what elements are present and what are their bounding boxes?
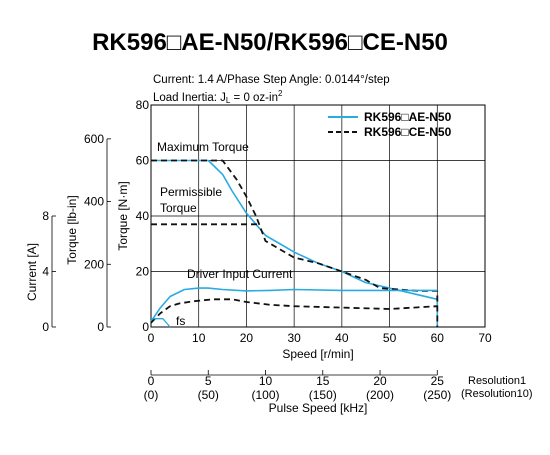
- chart-title: RK596□AE-N50/RK596□CE-N50: [92, 29, 448, 56]
- conditions-line-2-sup: 2: [278, 89, 283, 98]
- x-tick-label: 10: [192, 331, 206, 345]
- y-tick-label-nm: 0: [142, 320, 149, 334]
- y-tick-label-lbin: 0: [97, 320, 104, 334]
- plot-area: 0 10 20 30 40 50 60 70 0 20 40 60 80 0 200 400 600 0 4 8: [42, 98, 492, 345]
- pulse-speed-axis: 0(0) 5(50) 10(100) 15(150) 20(200) 25(250): [144, 370, 451, 402]
- conditions-line-2: Load Inertia: JL = 0 oz-in2: [153, 89, 283, 105]
- x-tick-label: 30: [287, 331, 301, 345]
- conditions-line-2-suffix: = 0 oz-in: [230, 92, 278, 104]
- conditions-line-2-sub: L: [226, 96, 231, 105]
- y-tick-label-current: 0: [42, 320, 49, 334]
- series-line-3: [150, 287, 438, 322]
- pulse-tick-label-res10: (200): [366, 388, 394, 402]
- y-tick-label-nm: 40: [136, 209, 150, 223]
- y-tick-label-lbin: 200: [84, 257, 104, 271]
- pulse-tick-label-res1: 20: [373, 374, 387, 388]
- pulse-tick-label-res10: (250): [423, 388, 451, 402]
- y-tick-label-lbin: 400: [84, 195, 104, 209]
- y-axis-title-nm: Torque [N·m]: [116, 181, 130, 250]
- legend-ae-label: RK596□AE-N50: [364, 110, 452, 124]
- legend: RK596□AE-N50 RK596□CE-N50: [328, 110, 452, 139]
- x-tick-label: 40: [335, 331, 349, 345]
- y-axis-title-lbin: Torque [lb-in]: [65, 195, 79, 264]
- annotation-permissible-1: Permissible: [160, 185, 222, 199]
- pulse-tick-label-res10: (50): [198, 388, 219, 402]
- pulse-res1-label: Resolution1: [468, 375, 526, 387]
- pulse-tick-label-res1: 0: [148, 374, 155, 388]
- pulse-tick-label-res10: (100): [252, 388, 280, 402]
- y-tick-label-lbin: 600: [84, 132, 104, 146]
- plot-frame: [150, 104, 486, 328]
- y-tick-label-nm: 80: [136, 98, 150, 112]
- pulse-tick-label-res10: (0): [144, 388, 159, 402]
- pulse-tick-label-res10: (150): [309, 388, 337, 402]
- y-tick-label-current: 4: [42, 265, 49, 279]
- x-tick-label: 0: [148, 331, 155, 345]
- x-tick-label: 60: [431, 331, 445, 345]
- conditions-line-1: Current: 1.4 A/Phase Step Angle: 0.0144°…: [153, 74, 390, 86]
- y-tick-label-nm: 20: [136, 265, 150, 279]
- legend-ce-label: RK596□CE-N50: [364, 125, 452, 139]
- pulse-axis-title: Pulse Speed [kHz]: [269, 401, 368, 415]
- series-line-4: [150, 298, 438, 324]
- pulse-tick-label-res1: 5: [205, 374, 212, 388]
- series-line-5: [151, 318, 171, 328]
- x-tick-label: 20: [240, 331, 254, 345]
- pulse-tick-label-res1: 15: [316, 374, 330, 388]
- conditions-line-2-prefix: Load Inertia: J: [153, 92, 226, 104]
- y-tick-label-nm: 60: [136, 154, 150, 168]
- pulse-tick-label-res1: 10: [259, 374, 273, 388]
- x-tick-label: 50: [383, 331, 397, 345]
- x-axis-title: Speed [r/min]: [282, 347, 353, 361]
- pulse-tick-label-res1: 25: [431, 374, 445, 388]
- annotation-max-torque: Maximum Torque: [157, 140, 249, 154]
- y-axis-title-current: Current [A]: [25, 243, 39, 301]
- pulse-res10-label: (Resolution10): [461, 388, 533, 400]
- x-tick-label: 70: [478, 331, 492, 345]
- annotation-fs: fs: [176, 314, 185, 328]
- annotation-permissible-2: Torque: [160, 201, 197, 215]
- annotation-driver-current: Driver Input Current: [187, 267, 293, 281]
- y-tick-label-current: 8: [42, 209, 49, 223]
